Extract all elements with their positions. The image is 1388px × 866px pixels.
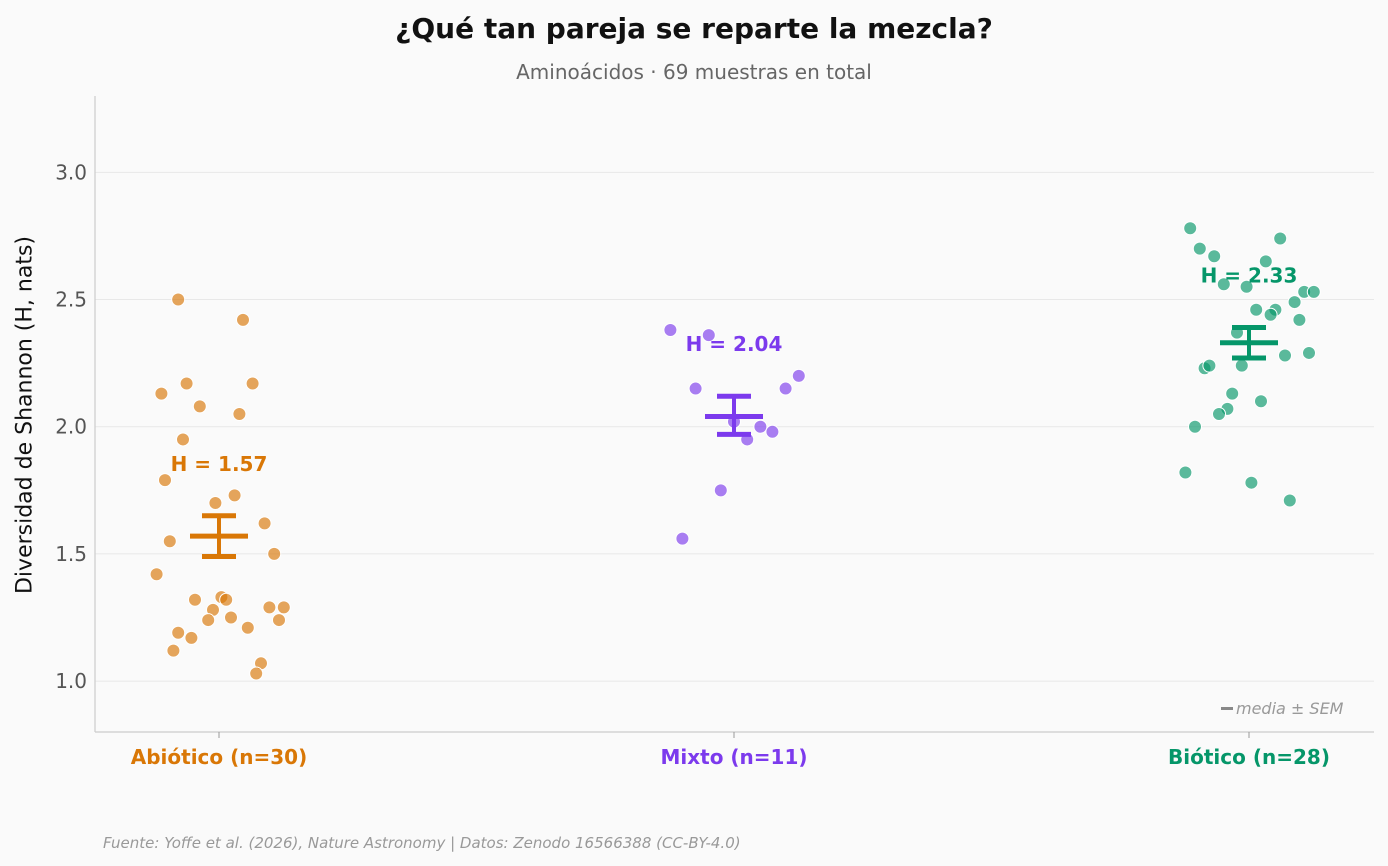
data-point [236, 312, 250, 327]
data-point [158, 473, 172, 488]
x-tick-label: Mixto (n=11) [660, 745, 807, 769]
data-point [171, 292, 186, 307]
data-point [1212, 407, 1226, 421]
data-point [171, 625, 186, 640]
y-tick-label: 3.0 [55, 160, 87, 184]
mean-label: H = 2.04 [686, 332, 783, 356]
legend: media ± SEM [1221, 699, 1343, 718]
data-point [1273, 231, 1288, 246]
chart-subtitle: Aminoácidos · 69 muestras en total [516, 60, 872, 84]
data-point [1292, 312, 1307, 327]
data-point [1183, 221, 1198, 236]
data-point [1225, 386, 1240, 401]
data-point [245, 376, 260, 391]
legend-label: media ± SEM [1236, 699, 1344, 718]
y-tick-label: 2.5 [55, 288, 87, 312]
data-point [1202, 358, 1217, 373]
data-point [192, 399, 207, 414]
data-point [1239, 279, 1254, 294]
data-point [1306, 284, 1321, 299]
data-point [1188, 419, 1202, 434]
data-point [1192, 241, 1207, 256]
data-point [208, 496, 223, 511]
data-point [663, 323, 678, 338]
data-point [166, 643, 181, 658]
data-point [1234, 358, 1249, 373]
data-point [753, 419, 768, 434]
y-tick-label: 2.0 [55, 415, 87, 439]
data-point [1178, 465, 1193, 480]
data-point [272, 613, 286, 628]
data-point [1207, 249, 1222, 264]
data-point [262, 600, 277, 615]
data-point [1302, 345, 1316, 360]
data-point [1263, 307, 1278, 322]
data-point [224, 610, 238, 625]
y-axis-label: Diversidad de Shannon (H, nats) [12, 235, 38, 595]
data-point [267, 546, 282, 561]
data-point [701, 328, 716, 343]
data-point [1249, 302, 1264, 317]
data-point [688, 381, 703, 396]
mean-label: H = 2.33 [1201, 264, 1298, 288]
x-tick-label: Biótico (n=28) [1168, 745, 1330, 769]
data-point [188, 592, 202, 607]
data-point [675, 531, 690, 546]
mean-label: H = 1.57 [171, 452, 268, 476]
data-point [1244, 475, 1259, 490]
data-point [276, 600, 291, 615]
data-point [219, 592, 234, 607]
chart-title: ¿Qué tan pareja se reparte la mezcla? [395, 12, 993, 45]
data-point [778, 381, 793, 396]
data-point [149, 567, 164, 582]
legend-swatch [1221, 707, 1233, 710]
data-point [249, 666, 264, 681]
source-note: Fuente: Yoffe et al. (2026), Nature Astr… [103, 834, 741, 852]
data-point [791, 368, 806, 383]
data-point [1258, 254, 1273, 269]
y-tick-label: 1.5 [55, 542, 87, 566]
data-point [201, 613, 216, 628]
y-tick-label: 1.0 [55, 669, 87, 693]
data-point [240, 620, 255, 635]
data-point [257, 516, 272, 531]
data-point [713, 483, 728, 498]
data-point [162, 534, 177, 549]
data-point [227, 488, 242, 503]
data-point [1287, 295, 1302, 310]
data-point [232, 407, 247, 421]
data-point [1216, 277, 1231, 292]
data-point [179, 376, 194, 391]
data-point [1282, 493, 1297, 508]
data-point [1254, 394, 1268, 409]
data-point [1278, 348, 1292, 363]
x-tick-label: Abiótico (n=30) [131, 745, 307, 769]
data-point [765, 424, 780, 439]
data-point [176, 432, 190, 447]
data-point [154, 386, 169, 401]
data-point [184, 630, 199, 645]
